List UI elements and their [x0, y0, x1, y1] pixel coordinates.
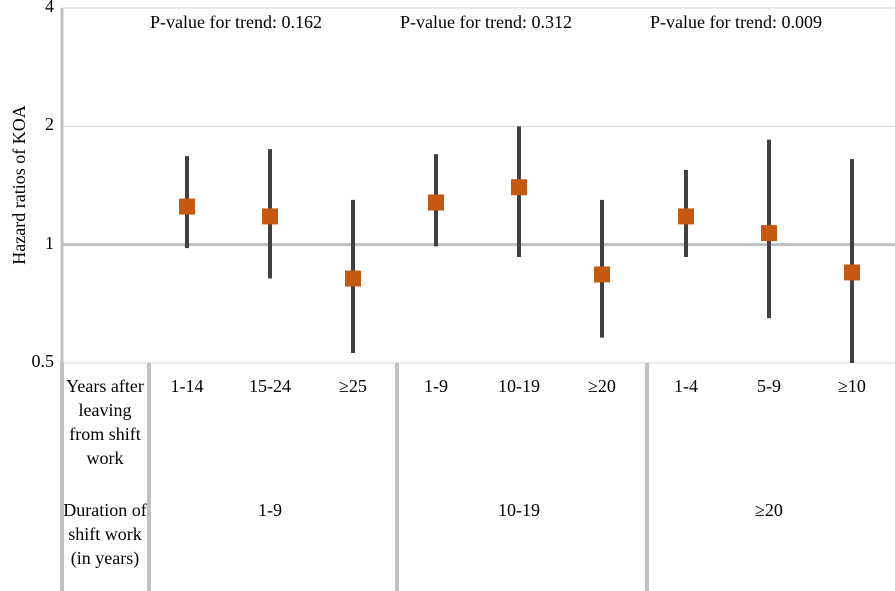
y-tick-label: 1 — [45, 232, 54, 253]
group-divider — [147, 363, 151, 591]
category-label: 10-19 — [498, 376, 540, 396]
row-label-duration: Duration of shift work (in years) — [63, 500, 147, 568]
trend-label: P-value for trend: 0.009 — [650, 12, 822, 32]
y-tick-label: 4 — [45, 0, 54, 16]
group-divider — [395, 363, 399, 591]
hr-marker — [594, 266, 610, 283]
gridlines — [60, 7, 895, 364]
hr-marker — [511, 179, 527, 196]
category-label: 5-9 — [757, 376, 781, 396]
category-label: ≥25 — [339, 376, 367, 396]
duration-label: 10-19 — [498, 500, 540, 520]
hr-marker — [844, 264, 860, 281]
hr-marker — [179, 198, 195, 215]
hr-marker — [345, 270, 361, 287]
category-label: 15-24 — [249, 376, 291, 396]
group-divider — [645, 363, 649, 591]
duration-label: ≥20 — [755, 500, 783, 520]
y-tick-label: 0.5 — [31, 351, 55, 371]
y-tick-label: 2 — [45, 114, 54, 135]
category-label: 1-9 — [424, 376, 448, 396]
hr-marker — [761, 225, 777, 242]
duration-label: 1-9 — [258, 500, 282, 520]
table-left-border — [60, 363, 64, 591]
hr-marker — [262, 208, 278, 225]
trend-label: P-value for trend: 0.162 — [150, 12, 322, 32]
hr-marker — [428, 194, 444, 211]
hr-marker — [678, 208, 694, 225]
category-label: ≥20 — [588, 376, 616, 396]
category-label: 1-4 — [674, 376, 698, 396]
y-axis-label: Hazard ratios of KOA — [9, 105, 29, 265]
hr-markers — [179, 179, 860, 287]
trend-label: P-value for trend: 0.312 — [400, 12, 572, 32]
category-label: 1-14 — [170, 376, 204, 396]
category-label: ≥10 — [838, 376, 866, 396]
row-label-years-after: Years after leaving from shift work — [66, 376, 144, 468]
